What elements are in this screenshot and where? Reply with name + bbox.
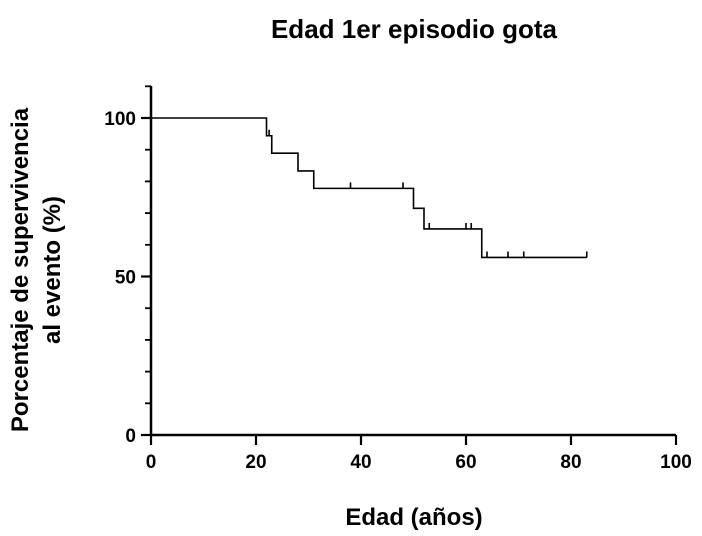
ticks — [141, 85, 678, 445]
x-tick-label: 40 — [350, 452, 371, 473]
y-axis-label-line2: al evento (%) — [39, 196, 66, 344]
plot-area — [151, 117, 588, 259]
y-tick-label: 50 — [115, 268, 136, 289]
x-tick-label: 0 — [146, 452, 157, 473]
x-tick-label: 80 — [560, 452, 581, 473]
chart-title: Edad 1er episodio gota — [271, 14, 558, 44]
x-tick-label: 20 — [245, 452, 266, 473]
y-tick-label: 100 — [104, 109, 136, 130]
y-axis-label: Porcentaje de supervivencia al evento (%… — [7, 107, 66, 432]
axes — [149, 86, 676, 437]
tick-labels: 0 50 100 0 20 40 60 80 100 — [104, 109, 692, 473]
y-axis-label-line1: Porcentaje de supervivencia — [7, 107, 34, 432]
survival-step-line — [151, 117, 587, 259]
x-tick-label: 60 — [455, 452, 476, 473]
x-axis-label: Edad (años) — [345, 504, 482, 531]
x-tick-label: 100 — [660, 452, 692, 473]
y-tick-label: 0 — [125, 426, 136, 447]
